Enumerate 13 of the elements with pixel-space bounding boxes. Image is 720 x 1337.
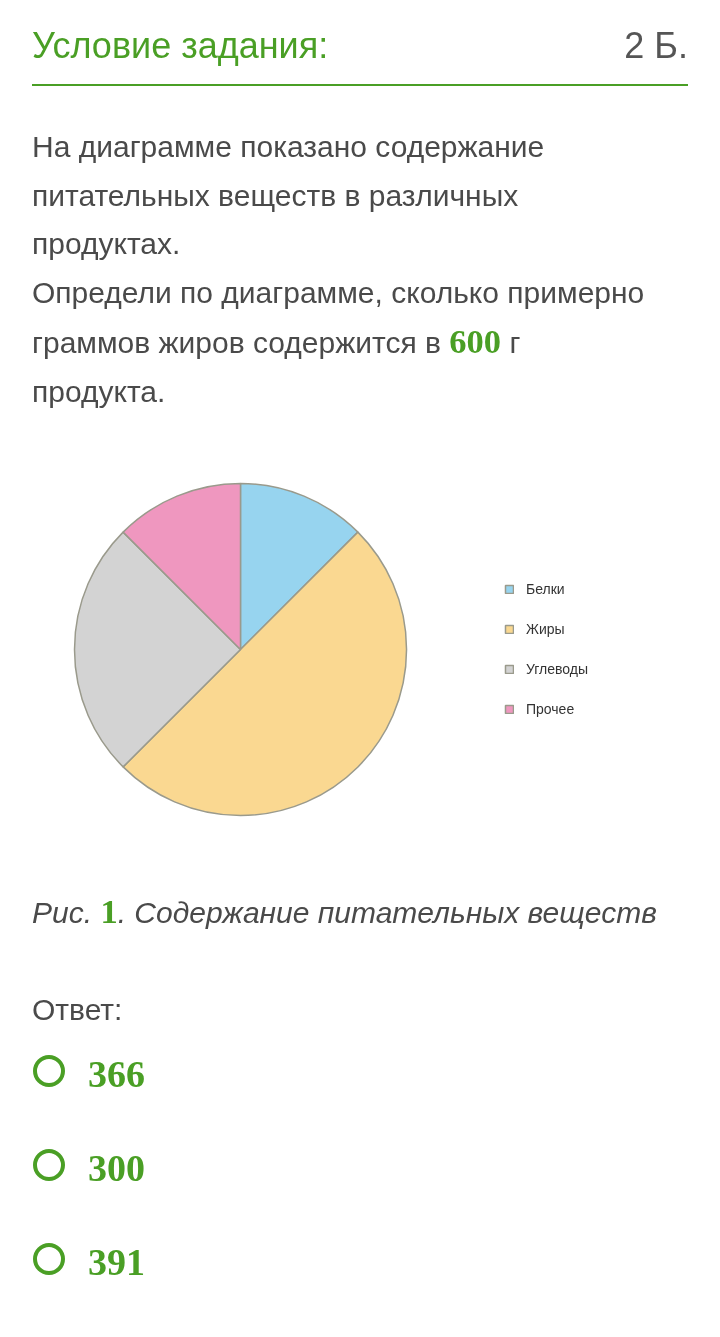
legend-label: Углеводы: [525, 660, 588, 679]
text: Определи по диаграмме, сколько примерно граммов жиров содержится в 600 г продукта.: [32, 275, 645, 408]
text: 300: [88, 1146, 145, 1191]
text: 2 Б.: [624, 25, 688, 66]
legend-label: Жиры: [525, 620, 565, 639]
text: Ответ:: [32, 992, 123, 1028]
legend-label: Прочее: [525, 700, 575, 719]
text: На диаграмме показано содержание питательных веществ в различных продуктах.: [32, 129, 546, 262]
text: 391: [88, 1240, 145, 1285]
chart-title: Условие задания:: [32, 25, 329, 66]
text: 366: [88, 1052, 145, 1097]
text: Рис. 1. Содержание питательных веществ: [32, 891, 657, 932]
legend-label: Белки: [525, 580, 565, 599]
